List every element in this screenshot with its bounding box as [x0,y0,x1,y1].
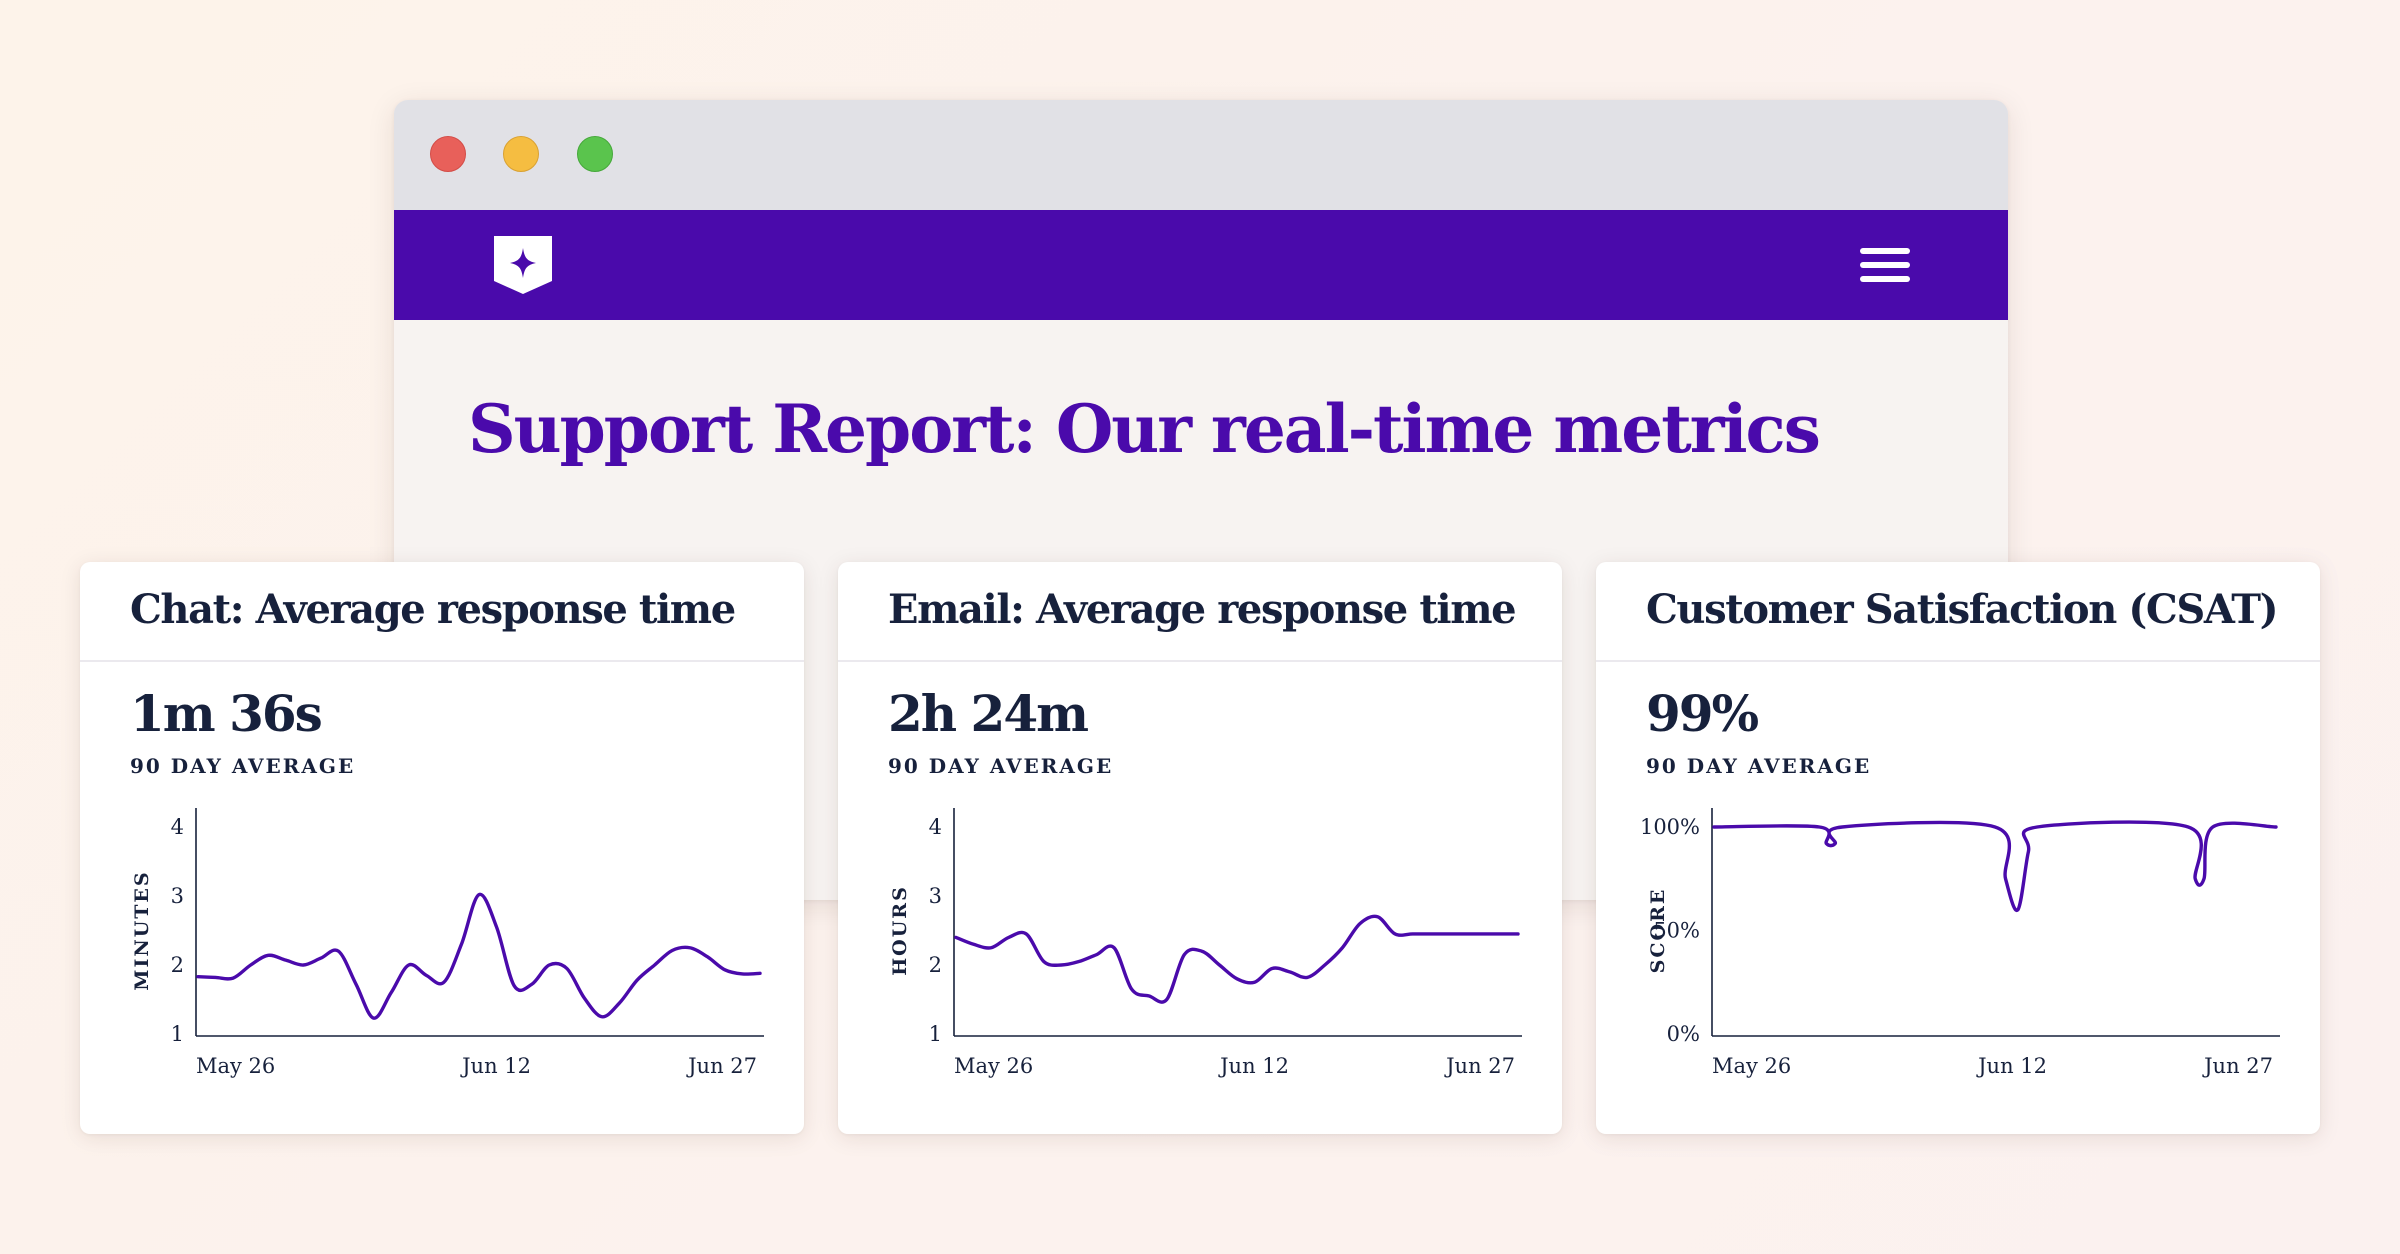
metric-card-chat: Chat: Average response time 1m 36s 90 DA… [80,562,804,1134]
card-title: Email: Average response time [888,586,1517,633]
card-header: Customer Satisfaction (CSAT) [1596,562,2320,662]
y-axis-label: SCORE [1647,888,1669,974]
card-title: Customer Satisfaction (CSAT) [1646,586,2279,633]
y-axis-label: HOURS [889,885,911,976]
shield-star-icon[interactable] [492,234,554,296]
card-header: Chat: Average response time [80,562,804,662]
series-line [1712,820,2278,913]
y-tick-label: 4 [171,815,184,839]
x-tick-label: May 26 [196,1054,275,1078]
site-navbar [394,210,2008,320]
x-tick-label: May 26 [954,1054,1033,1078]
y-tick-label: 3 [929,884,942,908]
window-titlebar [394,100,2008,210]
metric-card-email: Email: Average response time 2h 24m 90 D… [838,562,1562,1134]
y-tick-label: 2 [171,953,184,977]
metric-caption: 90 DAY AVERAGE [130,754,356,778]
metric-value: 99% [1646,684,1759,743]
page-title: Support Report: Our real-time metrics [468,390,1821,468]
x-tick-label: Jun 27 [686,1054,757,1078]
y-tick-label: 0% [1667,1022,1700,1046]
hamburger-menu-icon[interactable] [1860,248,1910,284]
x-tick-label: Jun 27 [2202,1054,2273,1078]
y-tick-label: 2 [929,953,942,977]
x-tick-label: Jun 12 [460,1054,531,1078]
y-tick-label: 1 [929,1022,942,1046]
metric-card-csat: Customer Satisfaction (CSAT) 99% 90 DAY … [1596,562,2320,1134]
y-tick-label: 4 [929,815,942,839]
menu-bar [1860,248,1910,254]
metric-caption: 90 DAY AVERAGE [1646,754,1872,778]
series-line [954,914,1520,1004]
y-axis-label: MINUTES [131,870,153,990]
y-tick-label: 50% [1653,919,1700,943]
y-tick-label: 1 [171,1022,184,1046]
line-chart: 0% 50% 100% May 26 Jun 12 Jun 27 SCORE [1640,808,2280,1078]
line-chart: 1 2 3 4 May 26 Jun 12 Jun 27 HOURS [889,808,1522,1078]
x-tick-label: Jun 12 [1976,1054,2047,1078]
minimize-window-button[interactable] [503,136,539,172]
y-tick-label: 100% [1640,815,1700,839]
y-tick-label: 3 [171,884,184,908]
x-tick-label: May 26 [1712,1054,1791,1078]
metric-value: 2h 24m [888,684,1089,743]
line-chart: 1 2 3 4 May 26 Jun 12 Jun 27 MINUTES [131,808,764,1078]
menu-bar [1860,276,1910,282]
menu-bar [1860,262,1910,268]
series-line [196,892,762,1020]
x-tick-label: Jun 12 [1218,1054,1289,1078]
card-header: Email: Average response time [838,562,1562,662]
close-window-button[interactable] [430,136,466,172]
metric-value: 1m 36s [130,684,323,743]
card-title: Chat: Average response time [130,586,736,633]
metric-caption: 90 DAY AVERAGE [888,754,1114,778]
x-tick-label: Jun 27 [1444,1054,1515,1078]
maximize-window-button[interactable] [577,136,613,172]
